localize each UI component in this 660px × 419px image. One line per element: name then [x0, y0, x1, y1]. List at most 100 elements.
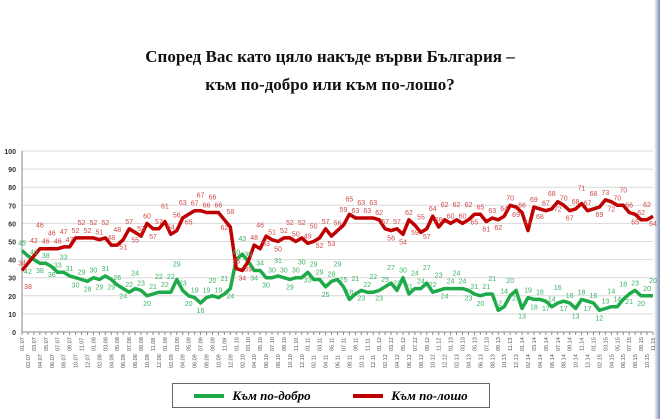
x-tick-label: 08.08 [133, 354, 139, 368]
x-tick-label: 09.08 [139, 337, 145, 351]
data-label: 22 [155, 274, 163, 281]
x-tick-label: 08.07 [62, 354, 68, 368]
data-label: 21 [405, 284, 413, 291]
x-tick-label: 08.15 [633, 354, 639, 368]
x-tick-label: 05.13 [472, 337, 478, 351]
y-tick-label: 70 [8, 203, 16, 210]
data-label: 62 [375, 210, 383, 217]
x-tick-label: 08.09 [205, 354, 211, 368]
data-label: 62 [453, 202, 461, 209]
x-tick-label: 05.15 [615, 337, 621, 351]
data-label: 24 [226, 294, 234, 301]
data-label: 24 [119, 294, 127, 301]
data-label: 59 [340, 207, 348, 214]
data-label: 24 [441, 294, 449, 301]
data-label: 52 [78, 220, 86, 227]
data-label: 20 [637, 301, 645, 308]
y-tick-label: 20 [8, 294, 16, 301]
data-label: 46 [48, 231, 56, 238]
data-label: 29 [107, 285, 115, 292]
data-label: 50 [292, 232, 300, 239]
x-tick-label: 06.08 [121, 354, 127, 368]
data-label: 65 [346, 196, 354, 203]
data-label: 13 [601, 299, 609, 306]
x-tick-label: 11.09 [222, 338, 228, 351]
data-label: 54 [167, 224, 175, 231]
chart-title-line1: Според Вас като цяло накъде върви Българ… [145, 47, 515, 66]
data-label: 72 [607, 207, 615, 214]
data-label: 30 [298, 260, 306, 267]
x-tick-label: 09.15 [639, 337, 645, 351]
data-label: 66 [209, 195, 217, 202]
data-label: 30 [90, 268, 98, 275]
data-label: 24 [459, 279, 467, 286]
x-tick-label: 06.09 [193, 354, 199, 368]
x-tick-label: 11.07 [80, 338, 86, 351]
line-chart: 010203040506070809010001.0702.0703.0704.… [4, 149, 657, 368]
data-label: 31 [66, 266, 74, 273]
data-label: 29 [286, 285, 294, 292]
data-label: 68 [548, 191, 556, 198]
data-label: 66 [203, 203, 211, 210]
data-label: 40 [232, 250, 240, 257]
data-label: 64 [649, 221, 657, 228]
x-tick-label: 10.12 [431, 354, 437, 368]
chart-title-line2: към по-добро или към по-лошо? [205, 75, 455, 94]
data-label: 53 [262, 241, 270, 248]
x-tick-label: 03.12 [389, 337, 395, 351]
x-tick-label: 04.10 [252, 354, 258, 368]
data-label: 19 [203, 288, 211, 295]
x-tick-label: 10.15 [645, 354, 651, 368]
x-tick-label: 12.12 [443, 354, 449, 368]
data-label: 62 [465, 202, 473, 209]
data-label: 52 [316, 243, 324, 250]
data-label: 70 [560, 195, 568, 202]
data-label: 12 [596, 315, 604, 322]
x-tick-label: 06.07 [50, 354, 56, 368]
x-tick-label: 02.15 [597, 354, 603, 368]
x-tick-label: 03.15 [603, 337, 609, 351]
data-label: 67 [197, 193, 205, 200]
data-label: 18 [619, 281, 627, 288]
data-label: 22 [161, 282, 169, 289]
x-tick-label: 05.07 [44, 337, 50, 351]
data-label: 59 [411, 230, 419, 237]
data-label: 22 [363, 282, 371, 289]
data-label: 61 [161, 204, 169, 211]
data-label: 21 [482, 284, 490, 291]
data-label: 52 [84, 228, 92, 235]
data-label: 24 [417, 279, 425, 286]
data-label: 58 [435, 217, 443, 224]
data-label: 67 [566, 216, 574, 223]
data-label: 30 [280, 268, 288, 275]
data-label: 35 [232, 259, 240, 266]
data-label: 31 [274, 258, 282, 265]
legend-swatch-red [353, 393, 384, 398]
x-tick-label: 03.07 [32, 337, 38, 351]
data-label: 25 [322, 292, 330, 299]
data-label: 60 [459, 213, 467, 220]
data-label: 28 [328, 271, 336, 278]
data-label: 25 [340, 277, 348, 284]
x-tick-label: 11.15 [651, 338, 657, 351]
data-label: 16 [197, 308, 205, 315]
data-label: 38 [42, 253, 50, 260]
data-label: 52 [90, 220, 98, 227]
data-label: 39 [244, 251, 252, 258]
data-label: 24 [411, 271, 419, 278]
data-label: 52 [72, 228, 80, 235]
data-label: 51 [119, 245, 127, 252]
data-label: 34 [238, 276, 246, 283]
x-tick-label: 07.15 [627, 337, 633, 351]
data-label: 50 [274, 247, 282, 254]
data-label: 21 [220, 276, 228, 283]
data-label: 62 [637, 210, 645, 217]
data-label: 23 [375, 295, 383, 302]
data-label: 38 [24, 284, 32, 291]
x-tick-label: 10.13 [502, 354, 508, 368]
data-label: 46 [54, 239, 62, 246]
data-label: 14 [500, 289, 508, 296]
x-tick-label: 03.09 [175, 337, 181, 351]
data-label: 65 [631, 219, 639, 226]
x-tick-label: 06.15 [621, 354, 627, 368]
